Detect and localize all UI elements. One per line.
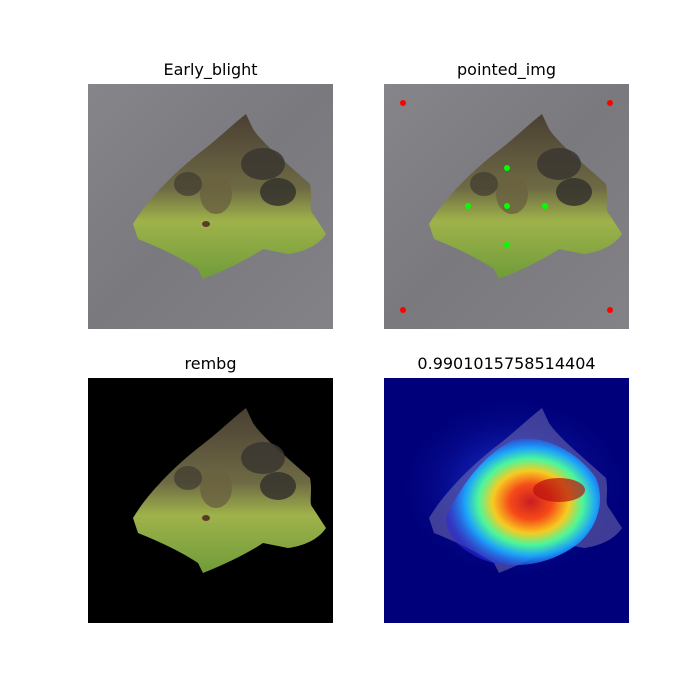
heatmap-image <box>384 378 629 623</box>
center-point-middle <box>504 203 510 209</box>
corner-point-bottom-left <box>400 307 406 313</box>
center-point-top <box>504 165 510 171</box>
center-point-left <box>465 203 471 209</box>
heatmap-hotspot <box>446 438 600 566</box>
title-confidence-score: 0.9901015758514404 <box>417 354 596 373</box>
rembg-image <box>88 378 333 623</box>
center-point-bottom <box>504 242 510 248</box>
center-point-right <box>542 203 548 209</box>
corner-point-bottom-right <box>607 307 613 313</box>
title-early-blight: Early_blight <box>163 60 258 79</box>
corner-point-top-right <box>607 100 613 106</box>
title-pointed-img: pointed_img <box>457 60 556 79</box>
title-rembg: rembg <box>184 354 237 373</box>
early-blight-image <box>88 84 333 329</box>
corner-point-top-left <box>400 100 406 106</box>
pointed-image <box>384 84 629 329</box>
